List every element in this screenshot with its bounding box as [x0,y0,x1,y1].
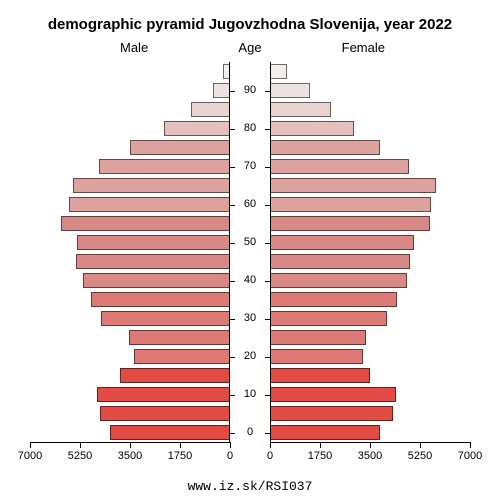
y-tick-label: 70 [230,160,270,172]
x-tick [420,442,421,448]
female-bar [270,292,397,307]
female-bar [270,159,409,174]
female-bar [270,83,310,98]
male-bar [100,406,230,421]
y-tick-label: 90 [230,84,270,96]
female-bar [270,216,430,231]
x-tick-label: 5250 [68,450,92,462]
x-tick-label: 7000 [18,450,42,462]
x-tick [320,442,321,448]
female-bar [270,387,396,402]
female-bar [270,64,287,79]
male-bar [110,425,230,440]
x-tick-label: 0 [227,450,233,462]
y-tick-label: 40 [230,274,270,286]
footer-source: www.iz.sk/RSI037 [0,479,500,494]
male-bar [97,387,230,402]
male-bar [134,349,230,364]
label-female: Female [342,40,385,55]
x-tick-label: 1750 [168,450,192,462]
x-tick [130,442,131,448]
x-tick [270,442,271,448]
male-bar [130,140,230,155]
female-bar [270,311,387,326]
y-tick-label: 60 [230,198,270,210]
male-side [30,62,230,442]
x-tick-label: 5250 [408,450,432,462]
male-bar [69,197,230,212]
plot-area: 0017501750350035005250525070007000 01020… [30,62,470,442]
female-bar [270,330,366,345]
x-tick [180,442,181,448]
female-bar [270,254,410,269]
y-tick-label: 20 [230,350,270,362]
y-axis-right-inner [270,62,271,442]
x-tick [80,442,81,448]
x-tick-label: 7000 [458,450,482,462]
x-tick-label: 0 [267,450,273,462]
male-bar [73,178,230,193]
y-tick-label: 50 [230,236,270,248]
male-bar [99,159,230,174]
male-bar [164,121,230,136]
y-tick-label: 0 [230,426,270,438]
male-bar [61,216,230,231]
female-bar [270,273,407,288]
male-bar [213,83,230,98]
x-tick [230,442,231,448]
age-axis-column [230,62,270,442]
female-bar [270,406,393,421]
x-tick-label: 3500 [118,450,142,462]
female-bar [270,425,380,440]
female-bar [270,102,331,117]
x-tick [30,442,31,448]
y-axis-left-inner [229,62,230,442]
x-tick [370,442,371,448]
female-bar [270,121,354,136]
x-tick-label: 3500 [358,450,382,462]
female-bar [270,349,363,364]
male-bar [76,254,230,269]
x-tick [470,442,471,448]
female-bar [270,140,380,155]
female-side [270,62,470,442]
y-tick-label: 80 [230,122,270,134]
male-bar [129,330,230,345]
label-age: Age [0,40,500,55]
y-tick-label: 30 [230,312,270,324]
male-bar [77,235,230,250]
female-bar [270,178,436,193]
male-bar [191,102,230,117]
male-bar [83,273,230,288]
male-bar [101,311,230,326]
female-bar [270,197,431,212]
male-bar [91,292,230,307]
y-tick-label: 10 [230,388,270,400]
female-bar [270,235,414,250]
male-bar [120,368,230,383]
chart-title: demographic pyramid Jugovzhodna Slovenij… [0,16,500,33]
x-tick-label: 1750 [308,450,332,462]
female-bar [270,368,370,383]
